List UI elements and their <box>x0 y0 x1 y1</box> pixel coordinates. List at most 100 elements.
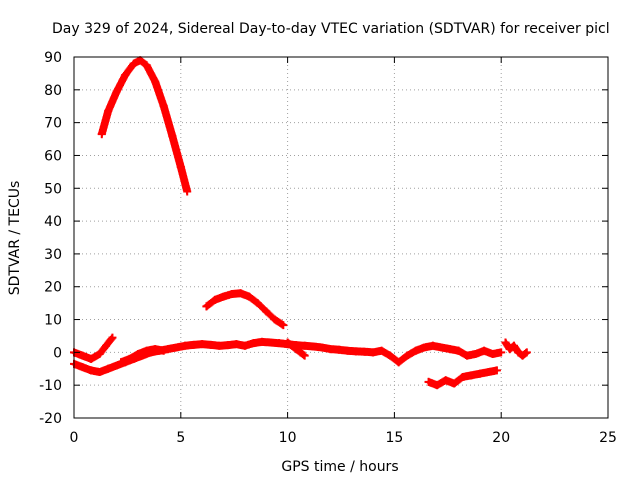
data-point-arc-7-4 <box>488 350 497 359</box>
data-point-arc-9-2 <box>441 376 450 385</box>
data-point-arc-9-1 <box>433 381 442 390</box>
data-point-arc-1-3 <box>121 71 130 80</box>
data-point-arc-8-3 <box>514 348 523 357</box>
data-point-arc-4-30 <box>326 345 335 354</box>
data-point-arc-4-14 <box>189 340 198 349</box>
data-point-arc-4-43 <box>437 343 446 352</box>
data-point-arc-1-1 <box>104 107 113 116</box>
data-point-arc-1-5 <box>136 56 145 65</box>
data-point-arc-2-1 <box>210 295 219 304</box>
data-point-arc-9-7 <box>484 368 493 377</box>
data-point-arc-4-37 <box>386 351 395 360</box>
series-arc-2 <box>202 289 288 330</box>
data-point-arc-3-4 <box>102 341 111 350</box>
data-point-arc-9-0 <box>424 377 433 386</box>
data-point-arc-9-6 <box>475 369 484 378</box>
data-point-arc-4-4 <box>104 364 113 373</box>
data-point-arc-7-5 <box>497 348 506 357</box>
data-point-arc-4-18 <box>223 341 232 350</box>
data-point-arc-5-2 <box>134 350 143 359</box>
data-point-arc-4-40 <box>411 346 420 355</box>
data-point-arc-1-2 <box>112 87 121 96</box>
data-point-arc-1-7 <box>151 77 160 86</box>
data-point-arc-4-42 <box>428 341 437 350</box>
series-arc-7 <box>454 346 506 360</box>
data-point-arc-4-23 <box>266 338 275 347</box>
data-point-arc-4-33 <box>351 347 360 356</box>
data-point-arc-3-2 <box>87 354 96 363</box>
y-tick-label-20: 20 <box>44 280 62 296</box>
data-point-arc-4-32 <box>343 346 352 355</box>
y-tick-label-90: 90 <box>44 50 62 66</box>
chart-title: Day 329 of 2024, Sidereal Day-to-day VTE… <box>52 21 610 37</box>
data-point-arc-7-3 <box>480 346 489 355</box>
data-point-arc-7-0 <box>454 346 463 355</box>
data-point-arc-4-21 <box>249 339 258 348</box>
data-point-arc-4-24 <box>275 339 284 348</box>
data-point-arc-5-5 <box>159 346 168 355</box>
data-point-arc-4-39 <box>403 351 412 360</box>
data-point-arc-2-3 <box>228 289 237 298</box>
data-points <box>70 56 531 390</box>
data-point-arc-2-8 <box>270 315 279 324</box>
data-point-arc-4-41 <box>420 343 429 352</box>
data-point-arc-6-4 <box>300 351 309 360</box>
y-tick-label--10: -10 <box>39 378 62 394</box>
series-arc-9 <box>424 366 501 390</box>
data-point-arc-4-12 <box>172 343 181 352</box>
y-tick-label-10: 10 <box>44 313 62 329</box>
x-tick-label-25: 25 <box>599 430 617 446</box>
data-point-arc-4-36 <box>377 346 386 355</box>
data-point-arc-1-10 <box>176 162 185 171</box>
data-point-arc-7-1 <box>463 351 472 360</box>
data-point-arc-4-34 <box>360 347 369 356</box>
data-point-arc-6-1 <box>287 341 296 350</box>
series-arc-5 <box>116 345 168 367</box>
data-point-arc-2-0 <box>202 302 211 311</box>
y-tick-label-60: 60 <box>44 148 62 164</box>
data-point-arc-2-9 <box>279 321 288 330</box>
y-axis-title: SDTVAR / TECUs <box>7 181 23 296</box>
series-arc-1 <box>97 56 192 196</box>
y-tick-label-30: 30 <box>44 247 62 263</box>
data-point-arc-9-5 <box>467 371 476 380</box>
data-point-arc-4-17 <box>215 341 224 350</box>
data-point-arc-8-2 <box>510 341 519 350</box>
data-point-arc-4-35 <box>369 348 378 357</box>
data-point-arc-3-3 <box>95 350 104 359</box>
axis-ticks: 0 5 10 15 20 25 -20 -10 0 10 20 30 40 50 60 70 80 90 <box>39 50 617 446</box>
y-tick-label-0: 0 <box>53 345 62 361</box>
data-point-arc-4-38 <box>394 358 403 367</box>
data-point-arc-4-44 <box>445 345 454 354</box>
data-point-arc-5-0 <box>116 358 125 367</box>
data-point-arc-1-0 <box>97 130 106 139</box>
plot-frame <box>73 56 609 419</box>
x-tick-label-5: 5 <box>176 430 185 446</box>
data-point-arc-7-2 <box>471 350 480 359</box>
data-point-arc-5-3 <box>142 346 151 355</box>
data-point-arc-4-28 <box>309 342 318 351</box>
series-arc-6 <box>283 338 309 360</box>
data-point-arc-4-11 <box>163 345 172 354</box>
data-point-arc-9-8 <box>492 366 501 375</box>
x-tick-label-0: 0 <box>70 430 79 446</box>
data-point-arc-4-1 <box>78 363 87 372</box>
data-point-arc-2-6 <box>253 299 262 308</box>
x-axis-title: GPS time / hours <box>281 459 398 475</box>
data-point-arc-4-16 <box>206 340 215 349</box>
data-point-arc-2-5 <box>245 292 254 301</box>
data-point-arc-5-1 <box>125 354 134 363</box>
data-point-arc-2-4 <box>236 289 245 298</box>
data-point-arc-4-27 <box>300 341 309 350</box>
data-point-arc-4-22 <box>257 337 266 346</box>
data-point-arc-2-2 <box>219 292 228 301</box>
data-point-arc-1-6 <box>142 61 151 70</box>
data-point-arc-3-5 <box>108 333 117 342</box>
data-point-arc-4-19 <box>232 340 241 349</box>
x-tick-label-15: 15 <box>385 430 403 446</box>
data-point-arc-4-31 <box>334 345 343 354</box>
data-point-arc-1-8 <box>159 102 168 111</box>
x-tick-label-10: 10 <box>279 430 297 446</box>
data-point-arc-1-9 <box>168 131 177 140</box>
